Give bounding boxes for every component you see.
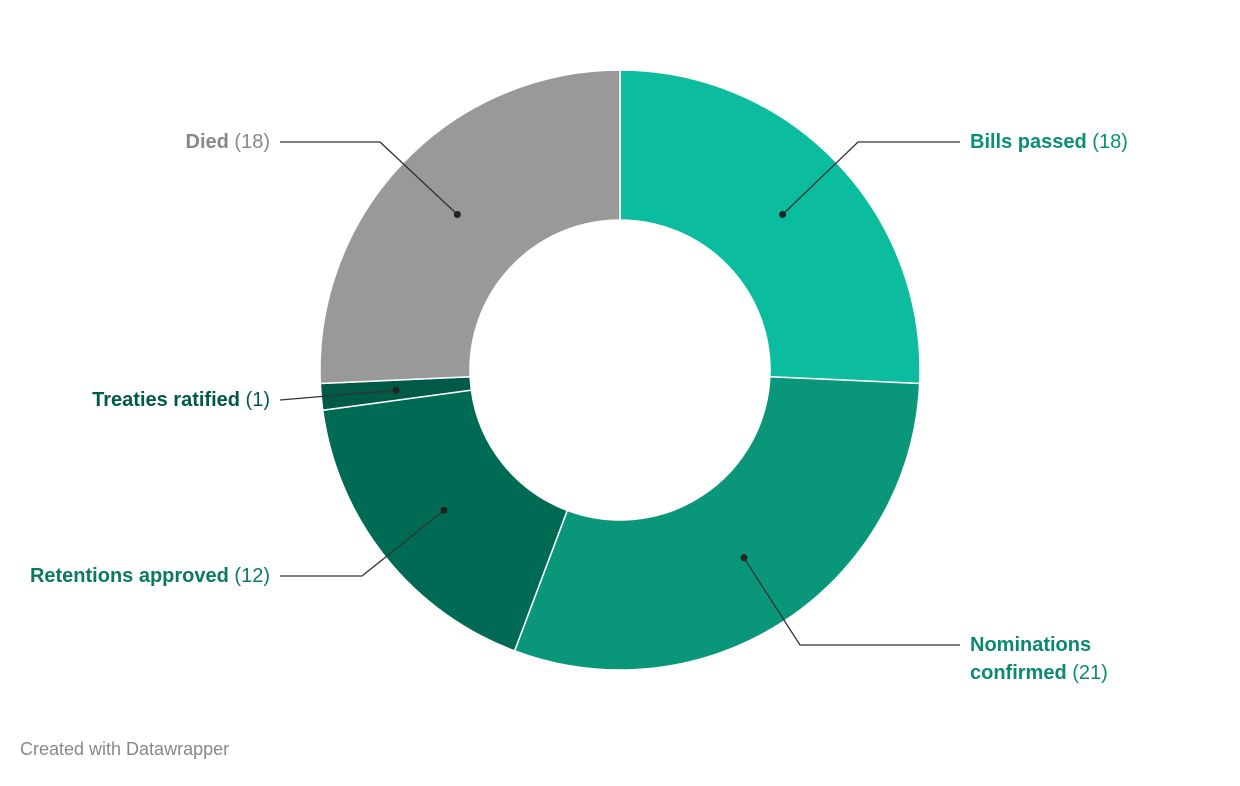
value-label: (21) (1072, 662, 1108, 684)
leader-dot (440, 506, 448, 514)
value-label: (18) (1092, 131, 1128, 153)
data-label: Died (18) (10, 128, 270, 156)
data-label: Bills passed (18) (970, 128, 1230, 156)
data-label: Retentions approved (12) (20, 562, 270, 590)
leader-dot (453, 211, 461, 219)
value-label: (12) (234, 565, 270, 587)
leader-line (782, 141, 960, 215)
data-label: Nominations confirmed (21) (970, 631, 1150, 687)
value-label: (18) (234, 131, 270, 153)
category-label: Treaties ratified (92, 389, 240, 411)
donut-segment (319, 69, 621, 385)
category-label: Retentions approved (29, 565, 229, 587)
leader-dot (779, 211, 787, 219)
leader-line (743, 557, 960, 646)
leader-line (280, 509, 445, 577)
category-label: Bills passed (970, 131, 1087, 153)
leader-dot (740, 554, 748, 562)
donut-segment (619, 69, 921, 385)
donut-segment (513, 375, 921, 671)
donut-segment (321, 389, 569, 652)
value-label: (1) (245, 389, 270, 411)
category-label: Nominations confirmed (970, 634, 1092, 684)
data-label: Treaties ratified (1) (10, 386, 270, 414)
leader-dot (392, 386, 400, 394)
leader-line (280, 141, 458, 215)
category-label: Died (185, 131, 229, 153)
credit: Created with Datawrapper (20, 739, 230, 759)
leader-line (279, 389, 396, 401)
